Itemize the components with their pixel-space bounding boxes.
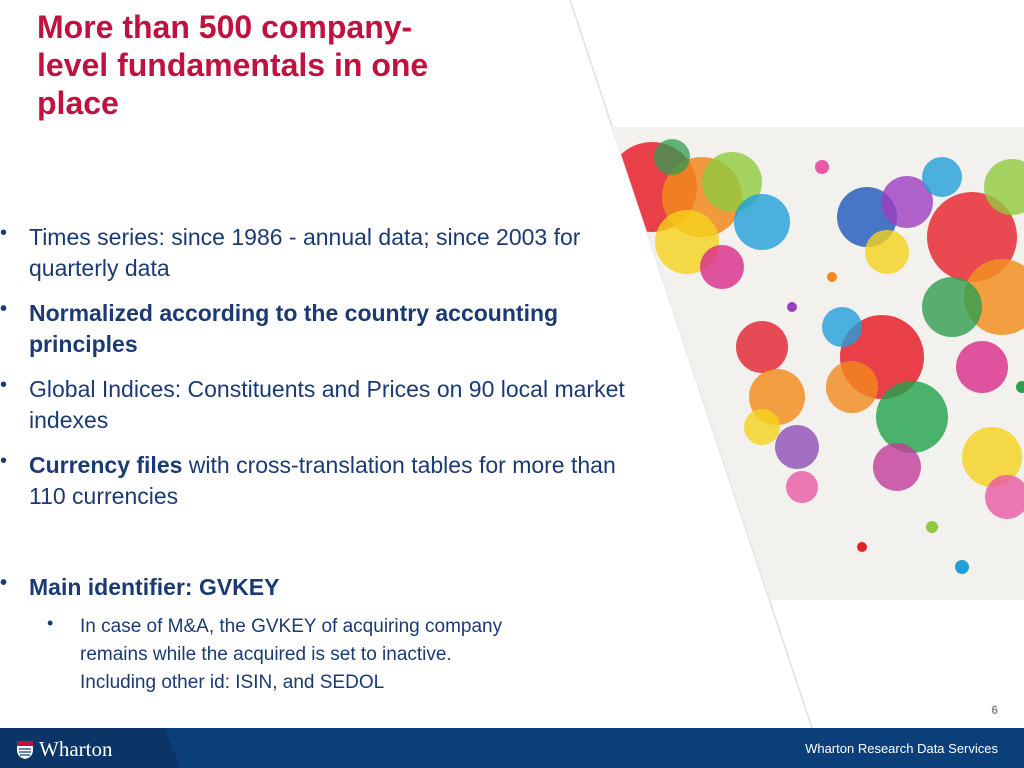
bullet-bold-text: Currency files [29,452,183,478]
bullet-item: • Global Indices: Constituents and Price… [0,374,650,436]
penn-shield-icon [17,740,33,759]
bullet-list: • Times series: since 1986 - annual data… [0,222,650,697]
bullet-item-main-identifier: • Main identifier: GVKEY [0,572,650,603]
page-number: 6 [991,703,998,717]
bullet-text: Global Indices: Constituents and Prices … [29,376,625,433]
sub-bullet-line: Including other id: ISIN, and SEDOL [80,672,385,693]
bullet-text: with cross-translation tables for more t… [29,452,616,509]
bullet-text: Times series: since 1986 - annual data; … [29,224,581,281]
organization-name: Wharton Research Data Services [805,741,998,756]
wharton-logo: Wharton [16,737,112,762]
bullet-item: • Normalized according to the country ac… [0,298,650,360]
bullet-text: Normalized according to the country acco… [29,300,559,357]
bullet-icon: • [0,222,8,244]
sub-bullet-line: In case of M&A, the GVKEY of acquiring c… [80,616,503,637]
bullet-item: • Currency files with cross-translation … [0,450,650,512]
bullet-text: Main identifier: GVKEY [29,574,280,600]
bullet-icon: • [47,613,54,633]
bullet-icon: • [0,374,8,396]
logo-text: Wharton [39,737,113,761]
slide-title: More than 500 company-level fundamentals… [37,9,429,121]
bullet-icon: • [0,450,8,472]
world-map-splatter-image [612,127,1024,600]
footer-tab-decoration [0,728,180,768]
bullet-icon: • [0,572,8,594]
sub-bullet-line: remains while the acquired is set to ina… [80,644,452,665]
sub-bullet-item: • In case of M&A, the GVKEY of acquiring… [0,613,650,697]
bullet-item: • Times series: since 1986 - annual data… [0,222,650,284]
footer-bar: Wharton Wharton Research Data Services [0,728,1024,768]
bullet-icon: • [0,298,8,320]
